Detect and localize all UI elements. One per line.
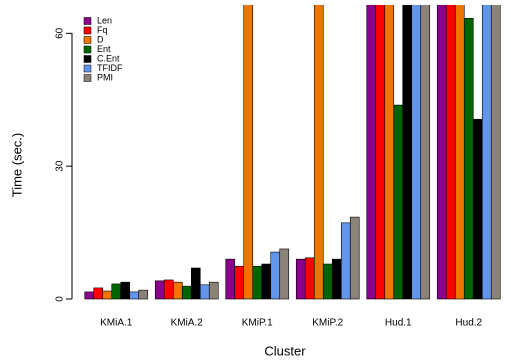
- bar: [181, 285, 192, 300]
- legend-swatch: [83, 64, 92, 73]
- x-tick-label: Hud.1: [385, 318, 412, 329]
- legend-label: D: [97, 34, 104, 44]
- legend-label: Fq: [97, 25, 108, 35]
- y-tick-label: 60: [55, 27, 66, 39]
- bar: [208, 281, 219, 300]
- bar: [402, 5, 413, 300]
- bar: [340, 222, 351, 300]
- bar: [393, 104, 404, 300]
- bar: [234, 265, 245, 300]
- bar: [349, 216, 360, 300]
- bar: [454, 5, 465, 300]
- x-tick-label: KMiA.2: [171, 318, 204, 329]
- x-tick-label: Hud.2: [455, 318, 482, 329]
- legend-swatch: [83, 17, 92, 25]
- bar: [411, 5, 422, 300]
- bar: [102, 290, 113, 300]
- legend-swatch: [83, 45, 92, 54]
- bar: [304, 257, 315, 300]
- bar: [420, 5, 431, 300]
- bar: [261, 263, 272, 300]
- bar: [138, 289, 149, 300]
- bars: [84, 5, 501, 300]
- bar: [490, 5, 501, 300]
- x-tick-label: KMiA.1: [100, 318, 133, 329]
- bar: [163, 279, 174, 300]
- bar: [111, 283, 122, 300]
- bar: [481, 5, 492, 300]
- bar: [445, 5, 456, 300]
- bar: [279, 248, 290, 300]
- bar: [243, 5, 254, 300]
- bar: [129, 291, 140, 300]
- bar: [295, 258, 306, 300]
- bar: [199, 284, 210, 300]
- bar: [375, 5, 386, 300]
- bar: [331, 258, 342, 300]
- legend-label: Len: [97, 15, 112, 25]
- bar: [366, 5, 377, 300]
- legend-label: Ent: [97, 44, 111, 54]
- x-tick-label: KMiP.2: [312, 318, 343, 329]
- legend-label: PMI: [97, 72, 113, 82]
- legend-swatch: [83, 55, 92, 63]
- bar: [120, 281, 131, 300]
- bar: [172, 281, 183, 300]
- legend-swatch: [83, 26, 92, 35]
- bar: [384, 5, 395, 300]
- bar: [463, 17, 474, 300]
- bar: [93, 287, 104, 300]
- bar: [84, 291, 95, 300]
- y-tick-label: 0: [55, 296, 66, 302]
- x-axis-label: Cluster: [264, 343, 306, 358]
- bar: [252, 265, 263, 300]
- legend-label: C.Ent: [97, 53, 120, 63]
- x-tick-label: KMiP.1: [242, 318, 273, 329]
- bar: [472, 118, 483, 300]
- y-tick-label: 30: [55, 160, 66, 172]
- bar: [322, 263, 333, 300]
- legend-label: TFIDF: [97, 63, 123, 73]
- bar: [313, 5, 324, 300]
- bar: [225, 258, 236, 300]
- bar: [154, 280, 165, 300]
- bar: [436, 5, 447, 300]
- bar: [270, 251, 281, 300]
- bar: [190, 267, 201, 300]
- y-axis-label: Time (sec.): [9, 133, 24, 198]
- legend-swatch: [83, 74, 92, 82]
- legend-swatch: [83, 36, 92, 44]
